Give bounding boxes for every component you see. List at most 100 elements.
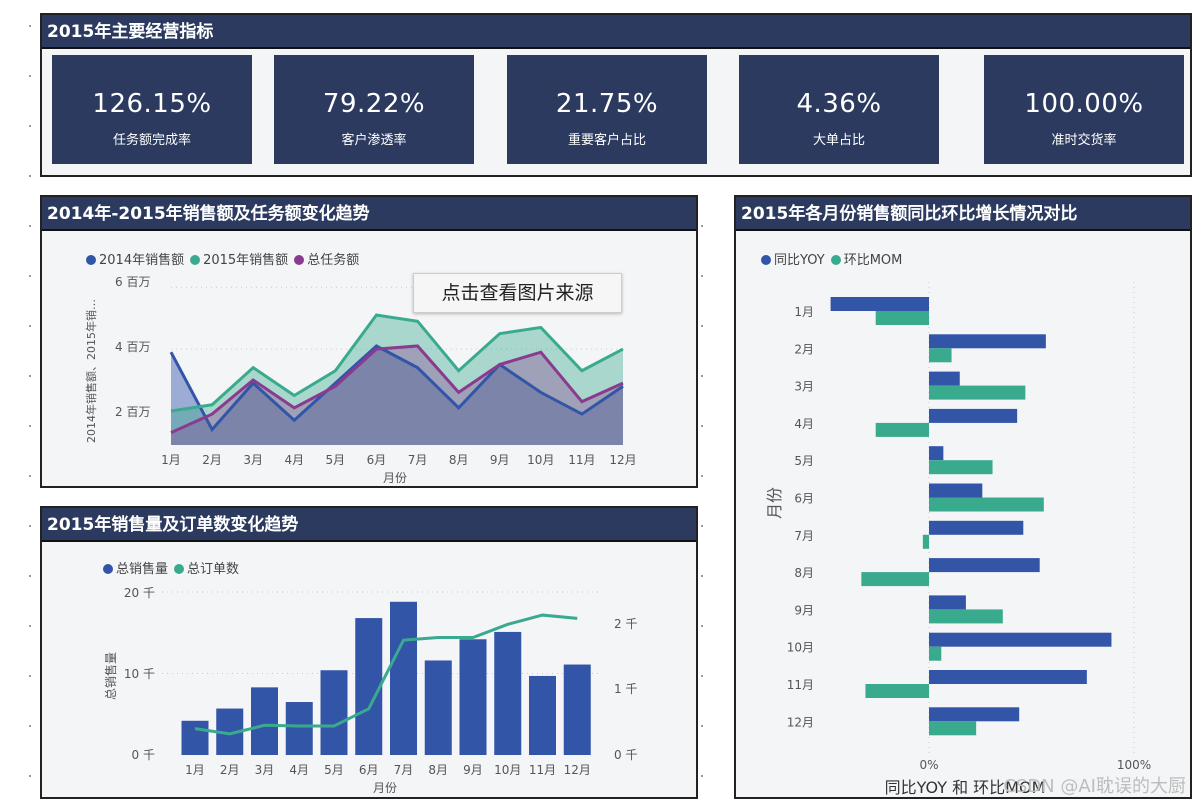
sales-trend-title: 2014年-2015年销售额及任务额变化趋势 (42, 197, 696, 231)
legend-item-2014[interactable]: 2014年销售额 (86, 253, 184, 268)
x-tick-label: 11月 (568, 453, 595, 467)
bar-mom-8月 (861, 572, 929, 587)
y2-tick-label: 1 千 (614, 682, 637, 696)
kpi-panel: 2015年主要经营指标 126.15% 任务额完成率 79.22% 客户渗透率 … (40, 13, 1192, 177)
legend-item-2015[interactable]: 2015年销售额 (190, 253, 288, 268)
kpi-value: 126.15% (92, 89, 212, 119)
bar-mom-11月 (865, 684, 929, 698)
kpi-panel-title: 2015年主要经营指标 (42, 15, 1190, 49)
y-tick-label: 3月 (794, 380, 814, 394)
bar-12月 (563, 664, 591, 755)
legend-item-yoy[interactable]: 同比YOY (761, 253, 825, 268)
x-tick-label: 2月 (220, 763, 240, 777)
bar-mom-6月 (929, 497, 1044, 512)
bar-10月 (494, 631, 522, 755)
bar-mom-12月 (929, 721, 977, 736)
x-axis-title: 月份 (373, 781, 397, 795)
kpi-card-key-customer-share[interactable]: 21.75% 重要客户占比 (507, 55, 707, 164)
y-tick-label: 6 百万 (115, 275, 150, 289)
bar-yoy-1月 (830, 297, 929, 311)
x-tick-label: 5月 (326, 453, 346, 467)
growth-legend: 同比YOY 环比MOM (761, 249, 908, 268)
volume-trend-chart[interactable]: 总销售量 月份 20 千 10 千 0 千 2 千 1 千 0 千 1月 2月 3月… (42, 508, 700, 801)
bar-4月 (285, 702, 313, 755)
bar-7月 (390, 601, 417, 755)
bar-yoy-9月 (929, 595, 966, 610)
x-tick-label: 8月 (428, 763, 448, 777)
bar-yoy-12月 (929, 707, 1020, 722)
kpi-label: 客户渗透率 (341, 133, 407, 148)
y-tick-label: 10 千 (124, 667, 155, 681)
y-tick-label: 7月 (794, 529, 814, 543)
bar-yoy-6月 (929, 483, 983, 498)
kpi-card-on-time-delivery[interactable]: 100.00% 准时交货率 (984, 55, 1184, 164)
x-axis-title: 同比YOY 和 环比MOM (885, 778, 1046, 797)
bar-yoy-3月 (929, 371, 960, 386)
growth-panel-title: 2015年各月份销售额同比环比增长情况对比 (736, 197, 1190, 231)
bar-1月 (181, 720, 209, 755)
watermark: CSDN @AI耽误的大厨 (1003, 776, 1186, 797)
bar-yoy-10月 (929, 632, 1112, 647)
bar-yoy-7月 (929, 520, 1024, 535)
x-tick-label: 1月 (161, 453, 181, 467)
x-tick-label: 4月 (284, 453, 304, 467)
y-tick-label: 5月 (794, 454, 814, 468)
x-tick-label: 6月 (367, 453, 387, 467)
y2-tick-label: 0 千 (614, 748, 637, 762)
x-tick-label: 11月 (529, 763, 556, 777)
x-tick-label: 100% (1117, 758, 1151, 772)
x-tick-label: 7月 (408, 453, 428, 467)
x-axis-title: 月份 (383, 471, 407, 485)
y-tick-label: 11月 (787, 678, 814, 692)
bar-yoy-5月 (929, 446, 944, 461)
line-series-2 (170, 313, 624, 413)
bar-9月 (459, 639, 487, 755)
legend-item-order-count[interactable]: 总订单数 (174, 562, 239, 577)
kpi-card-customer-penetration[interactable]: 79.22% 客户渗透率 (274, 55, 474, 164)
legend-item-sales-volume[interactable]: 总销售量 (103, 562, 168, 577)
y-tick-label: 12月 (787, 715, 814, 729)
kpi-value: 79.22% (322, 89, 426, 119)
kpi-card-large-order-share[interactable]: 4.36% 大单占比 (739, 55, 939, 164)
line-series-3 (170, 344, 624, 434)
sales-trend-chart[interactable]: 2014年销售额、2015年销… 月份 6 百万 4 百万 2 百万 1月 2月 3… (42, 197, 700, 490)
bar-yoy-8月 (929, 558, 1040, 573)
y-tick-label: 4月 (794, 417, 814, 431)
image-source-tooltip[interactable]: 点击查看图片来源 (413, 273, 622, 313)
growth-chart[interactable]: 月份 同比YOY 和 环比MOM 0% 100% 1月 2月 3月 4月 5月 6月 7月 8… (736, 197, 1194, 801)
bar-mom-2月 (929, 348, 952, 363)
x-tick-label: 5月 (324, 763, 344, 777)
kpi-label: 重要客户占比 (567, 133, 646, 148)
kpi-value: 21.75% (555, 89, 659, 119)
x-tick-label: 9月 (463, 763, 483, 777)
sales-trend-legend: 2014年销售额 2015年销售额 总任务额 (86, 249, 365, 268)
y-tick-label: 2 百万 (115, 405, 150, 419)
bar-11月 (529, 675, 556, 755)
y-axis-title: 总销售量 (103, 652, 118, 700)
bar-mom-7月 (922, 534, 929, 549)
bar-yoy-2月 (929, 334, 1046, 349)
bar-5月 (320, 670, 348, 755)
x-tick-label: 7月 (394, 763, 414, 777)
volume-trend-title: 2015年销售量及订单数变化趋势 (42, 508, 696, 542)
line-series-1 (169, 344, 624, 433)
x-tick-label: 2月 (202, 453, 222, 467)
bar-mom-5月 (929, 460, 993, 475)
bar-yoy-4月 (929, 408, 1018, 423)
bar-8月 (424, 660, 452, 755)
volume-trend-legend: 总销售量 总订单数 (103, 558, 245, 577)
volume-trend-panel: 2015年销售量及订单数变化趋势 总销售量 总订单数 总销售量 月份 20 千 1… (40, 506, 698, 799)
x-tick-label: 1月 (185, 763, 205, 777)
y-tick-label: 9月 (794, 603, 814, 617)
x-tick-label: 10月 (527, 453, 554, 467)
legend-item-mom[interactable]: 环比MOM (830, 253, 902, 268)
y-tick-label: 8月 (794, 566, 814, 580)
y-tick-label: 10月 (787, 641, 814, 655)
legend-item-task[interactable]: 总任务额 (294, 253, 359, 268)
kpi-label: 大单占比 (812, 133, 865, 148)
kpi-card-task-completion[interactable]: 126.15% 任务额完成率 (52, 55, 252, 164)
bar-mom-10月 (929, 646, 942, 661)
bar-yoy-11月 (929, 670, 1087, 684)
x-tick-label: 8月 (449, 453, 469, 467)
kpi-label: 准时交货率 (1051, 133, 1117, 148)
